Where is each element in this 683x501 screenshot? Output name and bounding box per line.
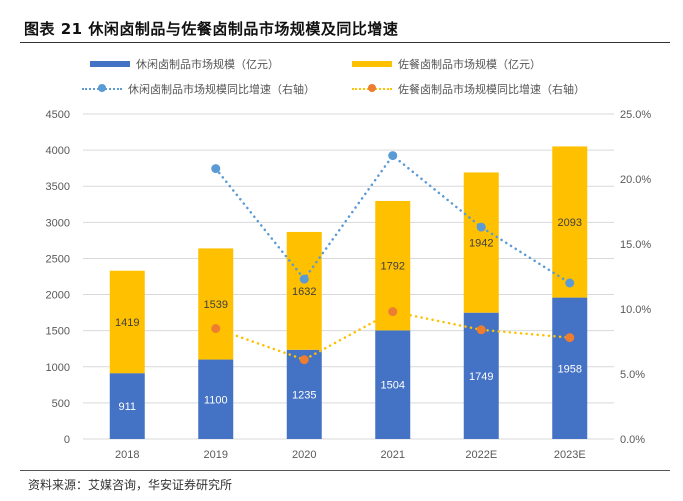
- bar-leisure-size: [552, 297, 588, 439]
- bar-leisure-size: [198, 359, 234, 439]
- restaurant-growth-marker: [476, 325, 486, 335]
- legend-swatch-restaurant-bar: [352, 61, 392, 67]
- x-axis-tick-label: 2019: [204, 449, 228, 461]
- right-axis-tick-label: 20.0%: [620, 174, 651, 186]
- figure-title: 图表 21 休闲卤制品与佐餐卤制品市场规模及同比增速: [24, 20, 399, 38]
- source-divider: [20, 470, 670, 471]
- right-axis-tick-label: 15.0%: [620, 239, 651, 251]
- bar-restaurant-size: [286, 231, 322, 350]
- right-axis-tick-label: 5.0%: [620, 369, 645, 381]
- leisure-growth-marker: [388, 151, 398, 161]
- left-axis-tick-label: 0: [64, 434, 70, 446]
- bar-leisure-size: [286, 349, 322, 439]
- data-label-leisure-size: 1958: [558, 363, 582, 375]
- data-label-leisure-size: 1235: [292, 389, 316, 401]
- bar-restaurant-size: [463, 172, 499, 313]
- legend-label: 休闲卤制品市场规模同比增速（右轴）: [128, 83, 315, 96]
- x-axis-tick-label: 2023E: [554, 449, 586, 461]
- legend-item-restaurant-size: 佐餐卤制品市场规模（亿元）: [352, 56, 541, 72]
- leisure-growth-marker: [565, 278, 575, 288]
- right-axis-tick-label: 10.0%: [620, 304, 651, 316]
- bar-leisure-size: [109, 373, 145, 439]
- restaurant-growth-marker: [211, 324, 221, 333]
- left-axis-tick-label: 4000: [46, 145, 70, 157]
- leisure-growth-marker: [211, 164, 221, 174]
- leisure-growth-line: [214, 153, 571, 285]
- chart-plot: 911 1419 1100 1539 1235 1632 1504 1792 1749 1942 1…: [46, 109, 652, 461]
- x-axis-tick-label: 2022E: [465, 449, 497, 461]
- left-axis-tick-label: 3500: [46, 181, 70, 193]
- restaurant-growth-marker: [388, 307, 398, 317]
- restaurant-growth-marker: [299, 355, 309, 365]
- title-divider: [20, 42, 670, 43]
- bar-restaurant-size: [552, 146, 588, 298]
- data-label-restaurant-size: 1792: [381, 261, 405, 273]
- x-axis-tick-label: 2021: [381, 449, 405, 461]
- left-axis-tick-label: 2000: [46, 290, 70, 302]
- legend-swatch-leisure-bar: [90, 61, 130, 67]
- legend-item-leisure-growth: 休闲卤制品市场规模同比增速（右轴）: [82, 81, 315, 97]
- bar-leisure-size: [375, 330, 411, 439]
- data-label-restaurant-size: 1419: [115, 317, 139, 329]
- legend-label: 佐餐卤制品市场规模（亿元）: [398, 58, 541, 71]
- data-label-leisure-size: 1749: [469, 371, 493, 383]
- left-axis-tick-label: 4500: [46, 109, 70, 121]
- restaurant-growth-marker: [565, 333, 575, 343]
- left-axis-tick-label: 1000: [46, 362, 70, 374]
- bar-restaurant-size: [198, 248, 234, 360]
- legend-swatch-restaurant-line: [352, 84, 392, 94]
- legend-label: 佐餐卤制品市场规模同比增速（右轴）: [398, 83, 585, 96]
- data-label-restaurant-size: 1539: [204, 299, 228, 311]
- right-axis-tick-label: 0.0%: [620, 434, 645, 446]
- left-axis-tick-label: 1500: [46, 326, 70, 338]
- restaurant-growth-line: [214, 310, 571, 362]
- legend-item-restaurant-growth: 佐餐卤制品市场规模同比增速（右轴）: [352, 81, 585, 97]
- x-axis-tick-label: 2020: [292, 449, 316, 461]
- bar-restaurant-size: [109, 270, 145, 374]
- legend-label: 休闲卤制品市场规模（亿元）: [136, 58, 279, 71]
- left-axis-tick-label: 2500: [46, 253, 70, 265]
- leisure-growth-marker: [299, 274, 309, 284]
- data-label-leisure-size: 1100: [204, 394, 228, 406]
- left-axis-tick-label: 3000: [46, 217, 70, 229]
- x-axis-tick-label: 2018: [115, 449, 139, 461]
- data-label-restaurant-size: 1942: [469, 238, 493, 250]
- legend-swatch-leisure-line: [82, 84, 122, 94]
- data-label-restaurant-size: 1632: [292, 286, 316, 298]
- left-axis-tick-label: 500: [52, 398, 70, 410]
- source-note: 资料来源：艾媒咨询，华安证券研究所: [28, 478, 233, 492]
- right-axis-tick-label: 25.0%: [620, 109, 651, 121]
- leisure-growth-marker: [476, 222, 486, 232]
- data-label-leisure-size: 1504: [381, 380, 405, 392]
- data-label-leisure-size: 911: [118, 401, 136, 413]
- data-label-restaurant-size: 2093: [558, 217, 582, 229]
- legend-item-leisure-size: 休闲卤制品市场规模（亿元）: [90, 56, 279, 72]
